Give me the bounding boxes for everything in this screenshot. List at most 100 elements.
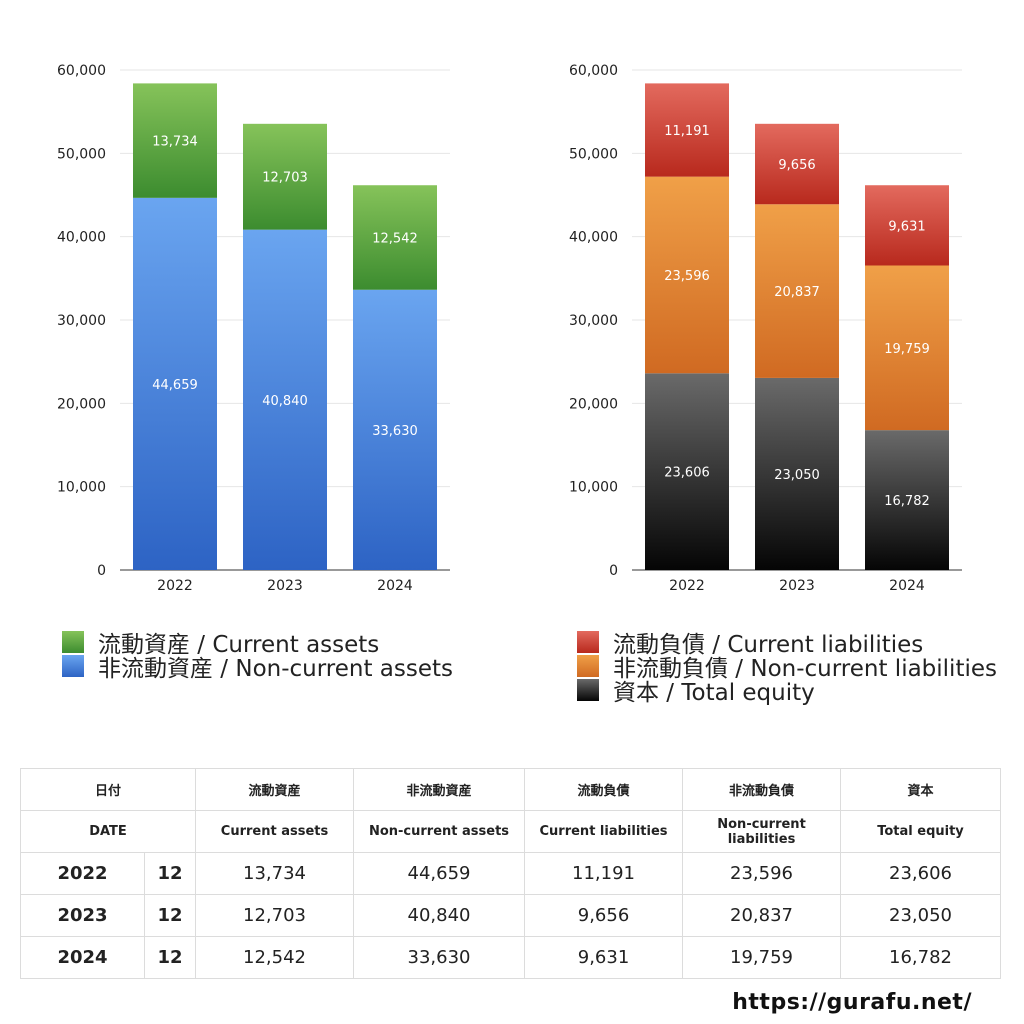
y-tick-label: 10,000 <box>569 480 618 496</box>
table-cell-month: 12 <box>143 894 197 937</box>
table-header-current-liabilities-ja: 流動負債 <box>524 768 684 811</box>
x-tick-label: 2024 <box>377 578 413 594</box>
legend-label-non-current-assets: 非流動資産 / Non-current assets <box>98 656 454 682</box>
bar-segment <box>353 185 437 290</box>
legend-swatch-current-liabilities <box>577 631 599 653</box>
y-tick-label: 0 <box>609 563 618 579</box>
table-header-current-assets-ja: 流動資産 <box>195 768 355 811</box>
table-header-current-assets-en: Current assets <box>195 810 355 853</box>
bar-value-label: 9,656 <box>778 158 815 173</box>
balance-sheet-table: 日付 流動資産 非流動資産 流動負債 非流動負債 資本 DATE Current… <box>19 768 1002 979</box>
y-tick-label: 50,000 <box>57 146 106 162</box>
table-header-current-liabilities-en: Current liabilities <box>524 810 684 853</box>
y-tick-label: 20,000 <box>57 396 106 412</box>
legend-item-current-liabilities: 流動負債 / Current liabilities <box>577 630 997 658</box>
table-header-date-ja: 日付 <box>19 768 197 811</box>
bar-segment <box>755 377 839 570</box>
y-tick-label: 40,000 <box>569 230 618 246</box>
liabilities-equity-chart: 0 10,000 20,000 30,000 40,000 50,000 60,000 23,… <box>569 63 962 594</box>
table-cell-year: 2023 <box>20 894 145 937</box>
bar-value-label: 12,703 <box>262 171 308 186</box>
bar-segment <box>133 197 217 570</box>
legend-label-current-assets: 流動資産 / Current assets <box>98 632 380 658</box>
legend-swatch-non-current-liabilities <box>577 655 599 677</box>
y-tick-label: 40,000 <box>57 230 106 246</box>
table-cell-non-current-assets: 44,659 <box>353 852 526 895</box>
bar-segment <box>133 83 217 198</box>
bar-segment <box>243 229 327 570</box>
x-tick-label: 2023 <box>779 578 815 594</box>
table-header-total-equity-en: Total equity <box>840 810 1002 853</box>
bar-value-label: 20,837 <box>774 285 820 300</box>
bar-value-label: 12,542 <box>372 231 418 246</box>
table-header-row-ja: 日付 流動資産 非流動資産 流動負債 非流動負債 資本 <box>19 768 1002 811</box>
y-tick-label: 60,000 <box>57 63 106 79</box>
y-tick-label: 30,000 <box>569 313 618 329</box>
table-cell-month: 12 <box>143 852 197 895</box>
x-tick-label: 2024 <box>889 578 925 594</box>
table-header-total-equity-ja: 資本 <box>840 768 1002 811</box>
legend-item-current-assets: 流動資産 / Current assets <box>62 630 453 658</box>
bar-value-label: 11,191 <box>664 124 710 139</box>
legend-item-total-equity: 資本 / Total equity <box>577 678 997 706</box>
table-cell-year: 2024 <box>20 936 145 979</box>
bar-value-label: 33,630 <box>372 424 418 439</box>
bar-value-label: 16,782 <box>884 494 930 509</box>
y-tick-label: 0 <box>97 563 106 579</box>
y-tick-label: 60,000 <box>569 63 618 79</box>
bar-segment <box>645 83 729 177</box>
bar-segment <box>865 185 949 266</box>
liabilities-legend: 流動負債 / Current liabilities 非流動負債 / Non-c… <box>577 630 997 706</box>
x-tick-label: 2022 <box>669 578 705 594</box>
table-cell-non-current-assets: 40,840 <box>353 894 526 937</box>
bar-value-label: 9,631 <box>888 219 925 234</box>
table-cell-current-assets: 12,703 <box>195 894 355 937</box>
bar-value-label: 23,596 <box>664 269 710 284</box>
bar-segment <box>755 204 839 378</box>
table-header-date-en: DATE <box>19 810 197 853</box>
table-cell-non-current-liabilities: 20,837 <box>682 894 842 937</box>
y-tick-label: 20,000 <box>569 396 618 412</box>
assets-legend: 流動資産 / Current assets 非流動資産 / Non-curren… <box>62 630 453 682</box>
bar-value-label: 19,759 <box>884 342 930 357</box>
legend-item-non-current-assets: 非流動資産 / Non-current assets <box>62 654 453 682</box>
table-header-row-en: DATE Current assets Non-current assets C… <box>19 810 1002 853</box>
table-cell-year: 2022 <box>20 852 145 895</box>
bar-value-label: 44,659 <box>152 378 198 393</box>
table-cell-total-equity: 23,606 <box>840 852 1002 895</box>
table-header-non-current-liabilities-ja: 非流動負債 <box>682 768 842 811</box>
bar-value-label: 23,050 <box>774 468 820 483</box>
bar-segment <box>243 123 327 230</box>
x-tick-label: 2022 <box>157 578 193 594</box>
bar-segment <box>353 289 437 570</box>
table-cell-total-equity: 16,782 <box>840 936 1002 979</box>
table-cell-current-liabilities: 9,631 <box>524 936 684 979</box>
bar-segment <box>865 265 949 431</box>
table-cell-current-liabilities: 11,191 <box>524 852 684 895</box>
table-cell-month: 12 <box>143 936 197 979</box>
table-cell-current-assets: 12,542 <box>195 936 355 979</box>
bar-value-label: 23,606 <box>664 466 710 481</box>
y-tick-label: 50,000 <box>569 146 618 162</box>
legend-label-current-liabilities: 流動負債 / Current liabilities <box>613 632 924 658</box>
table-cell-current-liabilities: 9,656 <box>524 894 684 937</box>
legend-item-non-current-liabilities: 非流動負債 / Non-current liabilities <box>577 654 997 682</box>
table-header-non-current-assets-en: Non-current assets <box>353 810 526 853</box>
table-cell-total-equity: 23,050 <box>840 894 1002 937</box>
bar-value-label: 13,734 <box>152 135 198 150</box>
table-cell-non-current-liabilities: 19,759 <box>682 936 842 979</box>
legend-swatch-total-equity <box>577 679 599 701</box>
table-row: 2022 12 13,734 44,659 11,191 23,596 23,6… <box>20 852 1002 895</box>
assets-chart: 0 10,000 20,000 30,000 40,000 50,000 60,000 44,… <box>57 63 450 594</box>
table-header-non-current-assets-ja: 非流動資産 <box>353 768 526 811</box>
table-row: 2023 12 12,703 40,840 9,656 20,837 23,05… <box>20 894 1002 937</box>
bar-segment <box>755 123 839 205</box>
bar-segment <box>645 176 729 374</box>
table-header-non-current-liabilities-en: Non-current liabilities <box>682 810 842 853</box>
table-cell-non-current-assets: 33,630 <box>353 936 526 979</box>
bar-segment <box>645 373 729 570</box>
table-row: 2024 12 12,542 33,630 9,631 19,759 16,78… <box>20 936 1002 979</box>
y-tick-label: 30,000 <box>57 313 106 329</box>
bar-value-label: 40,840 <box>262 394 308 409</box>
footer-url[interactable]: https://gurafu.net/ <box>732 990 972 1015</box>
